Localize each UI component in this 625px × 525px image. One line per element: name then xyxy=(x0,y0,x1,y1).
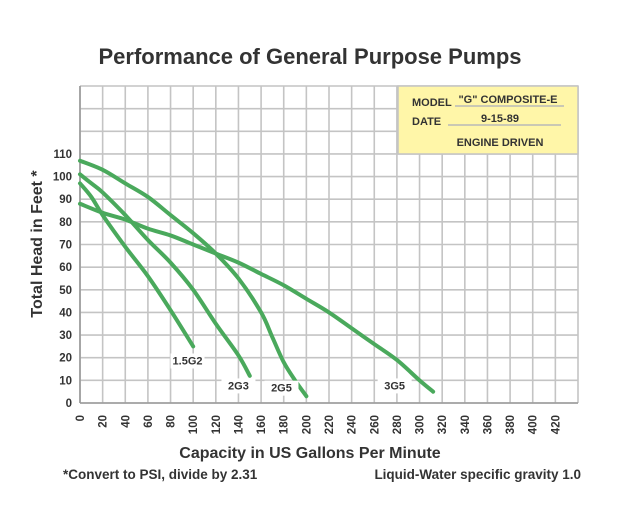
series-label-2G5: 2G5 xyxy=(271,383,292,395)
series-label-bg xyxy=(170,353,205,369)
y-axis-title: Total Head in Feet * xyxy=(29,170,46,318)
model-value: "G" COMPOSITE-E xyxy=(458,94,557,106)
x-tick-label: 340 xyxy=(460,415,472,434)
x-tick-label: 380 xyxy=(505,415,517,434)
series-line-3G5 xyxy=(78,201,436,394)
x-tick-label: 20 xyxy=(98,415,110,428)
y-tick-label: 110 xyxy=(53,149,72,161)
x-tick-label: 60 xyxy=(143,415,155,428)
series-lines xyxy=(78,158,436,399)
y-tick-label: 30 xyxy=(59,330,72,342)
series-line-2G3 xyxy=(78,172,252,378)
liquid-note: Liquid-Water specific gravity 1.0 xyxy=(374,467,581,482)
y-tick-label: 40 xyxy=(59,307,72,319)
x-tick-label: 300 xyxy=(415,415,427,434)
x-tick-label: 220 xyxy=(324,415,336,434)
x-tick-label: 200 xyxy=(301,415,313,434)
series-line-1.5G2 xyxy=(78,181,196,349)
y-tick-label: 10 xyxy=(59,375,72,387)
series-labels: 1.5G2 2G3 2G5 3G5 xyxy=(170,353,412,396)
series-label-1.5G2: 1.5G2 xyxy=(173,356,203,368)
y-tick-label: 60 xyxy=(59,262,72,274)
series-label-bg xyxy=(377,378,412,394)
series-label-3G5: 3G5 xyxy=(384,380,405,392)
y-tick-label: 0 xyxy=(66,398,72,410)
x-tick-label: 260 xyxy=(369,415,381,434)
drive-type: ENGINE DRIVEN xyxy=(457,137,544,149)
x-tick-label: 160 xyxy=(256,415,268,434)
date-label: DATE xyxy=(412,116,441,128)
x-tick-label: 420 xyxy=(550,415,562,434)
y-tick-label: 90 xyxy=(59,194,72,206)
x-tick-label: 100 xyxy=(188,415,200,434)
x-tick-label: 120 xyxy=(211,415,223,434)
date-value: 9-15-89 xyxy=(481,113,519,125)
x-tick-label: 360 xyxy=(482,415,494,434)
x-axis-title: Capacity in US Gallons Per Minute xyxy=(179,445,440,462)
x-tick-label: 280 xyxy=(392,415,404,434)
x-tick-label: 80 xyxy=(166,415,178,428)
y-tick-label: 50 xyxy=(59,285,72,297)
model-label: MODEL xyxy=(412,97,452,109)
x-tick-label: 140 xyxy=(233,415,245,434)
x-tick-label: 40 xyxy=(120,415,132,428)
axis-ticks: 0 20 40 60 80 100 120 140 160 180 200 220 240 260 280 3… xyxy=(53,149,563,434)
x-tick-label: 400 xyxy=(528,415,540,434)
x-tick-label: 320 xyxy=(437,415,449,434)
x-tick-label: 0 xyxy=(75,415,87,421)
x-tick-label: 240 xyxy=(347,415,359,434)
series-label-bg xyxy=(264,380,299,396)
y-tick-label: 100 xyxy=(53,172,72,184)
series-label-2G3: 2G3 xyxy=(228,380,249,392)
chart-title: Performance of General Purpose Pumps xyxy=(98,44,521,69)
info-box: MODEL "G" COMPOSITE-E DATE 9-15-89 ENGIN… xyxy=(397,85,579,155)
y-tick-label: 80 xyxy=(59,217,72,229)
psi-footnote: *Convert to PSI, divide by 2.31 xyxy=(63,467,258,482)
info-box-background xyxy=(397,85,579,155)
x-tick-label: 180 xyxy=(279,415,291,434)
series-label-bg xyxy=(221,378,256,394)
y-tick-label: 20 xyxy=(59,353,72,365)
y-tick-label: 70 xyxy=(59,240,72,252)
